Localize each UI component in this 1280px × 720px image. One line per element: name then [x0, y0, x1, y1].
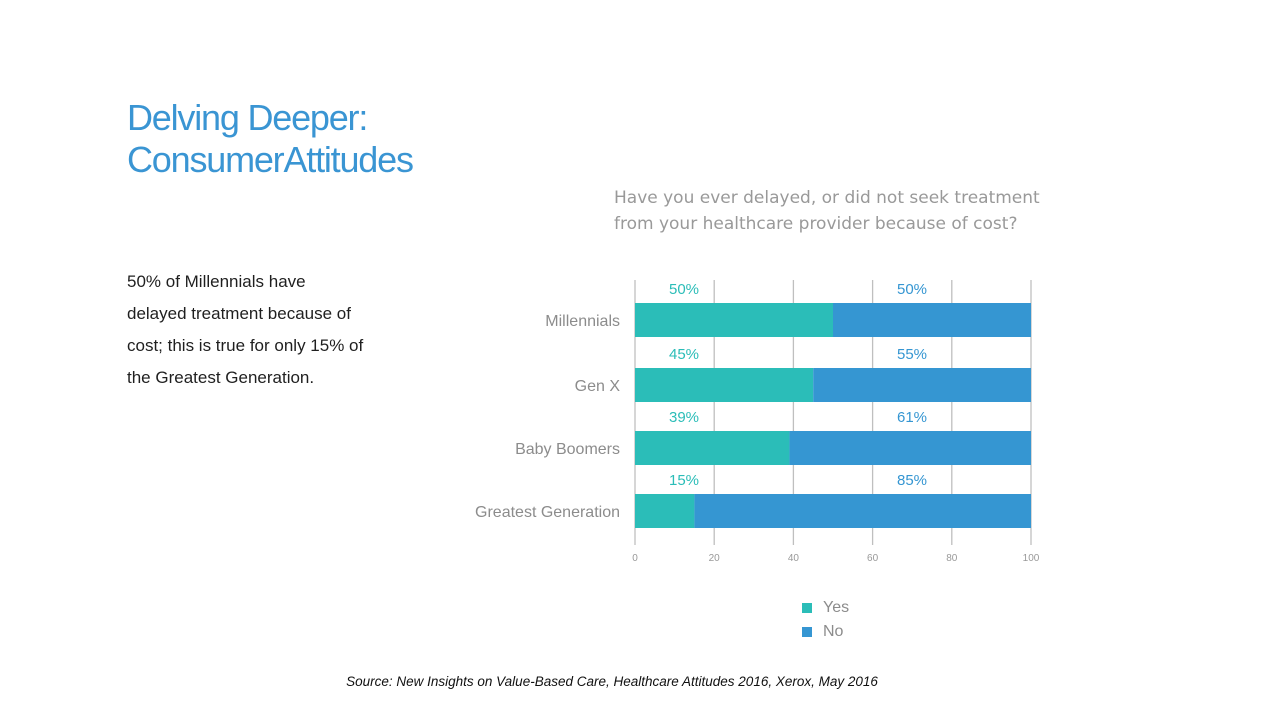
x-tick-label-80: 80 — [946, 553, 958, 564]
category-label-2: Baby Boomers — [515, 441, 620, 458]
category-label-1: Gen X — [575, 378, 621, 395]
slide-title: Delving Deeper: ConsumerAttitudes — [127, 97, 414, 181]
source-citation: Source: New Insights on Value-Based Care… — [346, 674, 878, 689]
bar-no-0 — [833, 303, 1031, 337]
chart-title: Have you ever delayed, or did not seek t… — [614, 188, 1040, 234]
x-tick-label-60: 60 — [867, 553, 879, 564]
category-label-0: Millennials — [545, 313, 620, 330]
data-label-no-0: 50% — [897, 281, 927, 298]
bar-yes-0 — [635, 303, 833, 337]
data-label-yes-3: 15% — [669, 472, 699, 489]
x-tick-label-100: 100 — [1023, 553, 1040, 564]
bar-yes-1 — [635, 368, 814, 402]
legend-swatch-no — [802, 627, 812, 637]
data-label-yes-0: 50% — [669, 281, 699, 298]
data-label-no-1: 55% — [897, 346, 927, 363]
bar-no-3 — [694, 494, 1031, 528]
legend-label-no: No — [823, 623, 844, 640]
data-label-yes-1: 45% — [669, 346, 699, 363]
bar-no-2 — [789, 431, 1031, 465]
x-tick-label-40: 40 — [788, 553, 800, 564]
x-tick-label-0: 0 — [632, 553, 638, 564]
data-label-no-2: 61% — [897, 409, 927, 426]
bar-yes-2 — [635, 431, 790, 465]
slide-title-line-2: ConsumerAttitudes — [127, 139, 414, 180]
bar-no-1 — [813, 368, 1031, 402]
slide-title-line-1: Delving Deeper: — [127, 97, 368, 138]
data-label-no-3: 85% — [897, 472, 927, 489]
legend-item-no: No — [802, 620, 849, 644]
data-label-yes-2: 39% — [669, 409, 699, 426]
legend-swatch-yes — [802, 603, 812, 613]
chart-legend: Yes No — [802, 596, 849, 644]
legend-item-yes: Yes — [802, 596, 849, 620]
category-label-3: Greatest Generation — [475, 504, 620, 521]
legend-label-yes: Yes — [823, 599, 850, 616]
x-tick-label-20: 20 — [709, 553, 721, 564]
body-text: 50% of Millennials have delayed treatmen… — [127, 272, 364, 387]
bar-yes-3 — [635, 494, 695, 528]
